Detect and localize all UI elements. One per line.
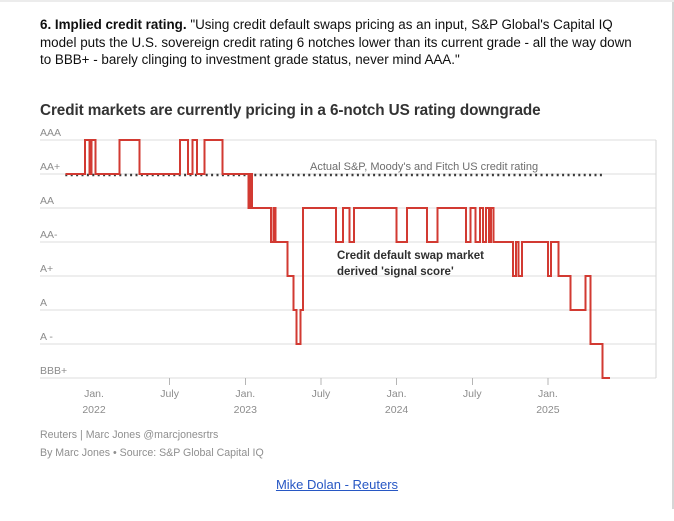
- x-axis-year-label: 2024: [385, 404, 409, 416]
- annotation-signal-score-line2: derived 'signal score': [337, 266, 454, 278]
- intro-text: "Using credit default swaps pricing as a…: [40, 17, 632, 68]
- y-axis-label-AA+: AA+: [40, 161, 60, 173]
- x-axis-label: Jan.: [387, 388, 407, 400]
- chart-title: Credit markets are currently pricing in …: [40, 102, 541, 119]
- annotation-signal-score-line1: Credit default swap market: [337, 250, 484, 262]
- y-axis-label-AA-: AA-: [40, 229, 58, 241]
- y-axis-label-BBB+: BBB+: [40, 365, 67, 377]
- annotation-actual-rating: Actual S&P, Moody's and Fitch US credit …: [310, 161, 538, 173]
- x-axis-label: July: [160, 388, 179, 400]
- x-axis-label: Jan.: [235, 388, 255, 400]
- x-axis-label: Jan.: [538, 388, 558, 400]
- y-axis-label-A: A: [40, 297, 47, 309]
- y-axis-label-A-: A -: [40, 331, 53, 343]
- x-axis-year-label: 2023: [234, 404, 258, 416]
- author-link-container: Mike Dolan - Reuters: [0, 476, 674, 494]
- chart-source-line: By Marc Jones • Source: S&P Global Capit…: [40, 447, 264, 459]
- author-link[interactable]: Mike Dolan - Reuters: [275, 477, 399, 492]
- rating-chart-svg: AAA AA+ AA AA- A+ A A - BBB+ Jan. 2022 July Jan. 202…: [40, 127, 657, 416]
- chart-credit-line: Reuters | Marc Jones @marcjonesrtrs: [40, 429, 219, 441]
- x-axis-year-label: 2025: [536, 404, 560, 416]
- y-axis-label-A+: A+: [40, 263, 53, 275]
- x-axis-year-label: 2022: [82, 404, 106, 416]
- x-axis-label: July: [463, 388, 482, 400]
- intro-lead: 6. Implied credit rating.: [40, 17, 187, 32]
- signal-score-line: [65, 139, 610, 379]
- x-axis-label: July: [312, 388, 331, 400]
- y-axis-label-AA: AA: [40, 195, 54, 207]
- y-axis-label-AAA: AAA: [40, 127, 61, 139]
- page-right-border: [672, 2, 674, 509]
- intro-paragraph: 6. Implied credit rating. "Using credit …: [40, 16, 644, 69]
- x-axis-label: Jan.: [84, 388, 104, 400]
